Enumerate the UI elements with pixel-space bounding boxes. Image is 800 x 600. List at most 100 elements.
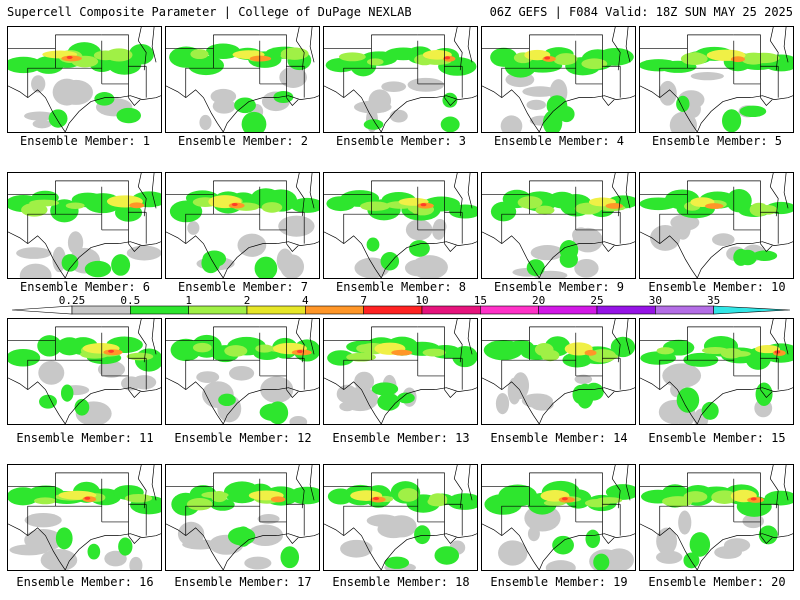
scp-red-area — [420, 203, 427, 207]
scp-green-area — [585, 529, 601, 549]
scp-lime-area — [662, 497, 681, 506]
scp-green-area — [128, 44, 154, 65]
state-boundary-line — [151, 173, 157, 209]
state-boundary-line — [575, 34, 621, 67]
state-boundary-line — [128, 97, 141, 107]
state-boundary-line — [185, 89, 224, 132]
state-boundary-line — [185, 48, 214, 98]
scp-green-area — [259, 403, 286, 421]
state-boundary-line — [575, 83, 603, 98]
ensemble-member-map — [481, 464, 636, 571]
state-boundary-line — [128, 243, 141, 253]
ensemble-member-map — [7, 318, 162, 425]
scp-green-area — [752, 250, 778, 261]
scp-lime-area — [656, 347, 675, 355]
state-boundary-line — [166, 85, 186, 98]
scp-green-area — [764, 490, 793, 506]
state-boundary-line — [575, 375, 603, 390]
state-boundary-line — [760, 389, 773, 399]
state-boundary-line — [538, 95, 635, 132]
scp-lime-area — [261, 202, 283, 213]
state-boundary-line — [659, 48, 688, 98]
scp-green-area — [722, 109, 742, 132]
state-boundary-line — [128, 535, 141, 545]
scp-lime-area — [366, 58, 384, 66]
state-boundary-line — [8, 472, 56, 487]
scp-gray-area — [572, 227, 603, 253]
state-boundary-line — [769, 319, 779, 363]
state-boundary-line — [259, 180, 305, 213]
scp-gray-area — [498, 540, 528, 566]
scp-green-area — [241, 111, 267, 132]
state-boundary-line — [286, 535, 299, 545]
scp-lime-area — [280, 52, 300, 60]
state-boundary-line — [166, 326, 214, 341]
state-boundary-line — [659, 527, 698, 570]
state-boundary-line — [625, 27, 631, 63]
scp-gray-area — [339, 401, 355, 412]
state-boundary-line — [417, 375, 445, 390]
state-boundary-line — [27, 235, 66, 278]
scp-green-area — [273, 90, 294, 103]
state-boundary-line — [501, 340, 530, 390]
scp-gray-area — [522, 86, 558, 97]
state-boundary-line — [259, 375, 287, 390]
state-boundary-line — [453, 173, 463, 217]
scp-lime-area — [574, 202, 602, 215]
scp-gray-area — [182, 539, 218, 550]
ensemble-member-map — [639, 464, 794, 571]
scp-green-area — [449, 204, 477, 219]
state-boundary-line — [467, 27, 473, 63]
scp-lime-area — [124, 493, 153, 503]
state-boundary-line — [8, 326, 56, 341]
scp-green-area — [111, 254, 131, 276]
state-boundary-line — [222, 387, 319, 424]
ensemble-member-map — [165, 464, 320, 571]
state-boundary-line — [166, 377, 186, 390]
scp-green-area — [526, 259, 545, 277]
scp-gray-area — [670, 214, 700, 231]
scp-gray-area — [411, 255, 448, 278]
scp-gray-area — [336, 384, 358, 404]
state-boundary-line — [343, 381, 382, 424]
state-boundary-line — [309, 465, 315, 501]
state-boundary-line — [482, 34, 530, 49]
state-boundary-line — [659, 340, 688, 390]
scp-green-area — [683, 552, 700, 569]
state-boundary-line — [760, 97, 773, 107]
state-boundary-line — [417, 229, 445, 244]
state-boundary-line — [575, 472, 621, 505]
member-label: Ensemble Member: 1 — [19, 134, 151, 148]
scp-green-area — [327, 350, 355, 366]
state-boundary-line — [640, 472, 688, 487]
state-boundary-line — [27, 194, 56, 244]
scp-orange-area — [705, 203, 724, 210]
state-boundary-line — [659, 89, 698, 132]
colorbar-segment — [538, 305, 598, 315]
scp-green-area — [39, 394, 57, 409]
colorbar-segment — [655, 305, 714, 315]
colorbar-tick-label: 20 — [532, 296, 545, 307]
scp-gray-area — [521, 393, 553, 408]
scp-orange-area — [584, 349, 597, 356]
state-boundary-line — [151, 27, 157, 63]
scp-green-area — [61, 254, 79, 272]
state-boundary-line — [324, 472, 372, 487]
scp-lime-area — [680, 52, 708, 66]
member-label: Ensemble Member: 6 — [19, 280, 151, 294]
scp-green-area — [94, 92, 115, 106]
state-boundary-line — [185, 381, 224, 424]
scp-gray-area — [377, 520, 410, 539]
ensemble-member-map — [165, 26, 320, 133]
member-label: Ensemble Member: 17 — [174, 575, 312, 589]
state-boundary-line — [783, 27, 789, 63]
scp-gray-area — [228, 365, 255, 381]
state-boundary-line — [538, 241, 635, 278]
scp-green-area — [739, 105, 767, 118]
colorbar-segment — [363, 305, 423, 315]
state-boundary-line — [417, 472, 463, 505]
state-boundary-line — [380, 95, 477, 132]
state-boundary-line — [640, 326, 688, 341]
state-boundary-line — [343, 486, 372, 536]
state-boundary-line — [324, 326, 372, 341]
